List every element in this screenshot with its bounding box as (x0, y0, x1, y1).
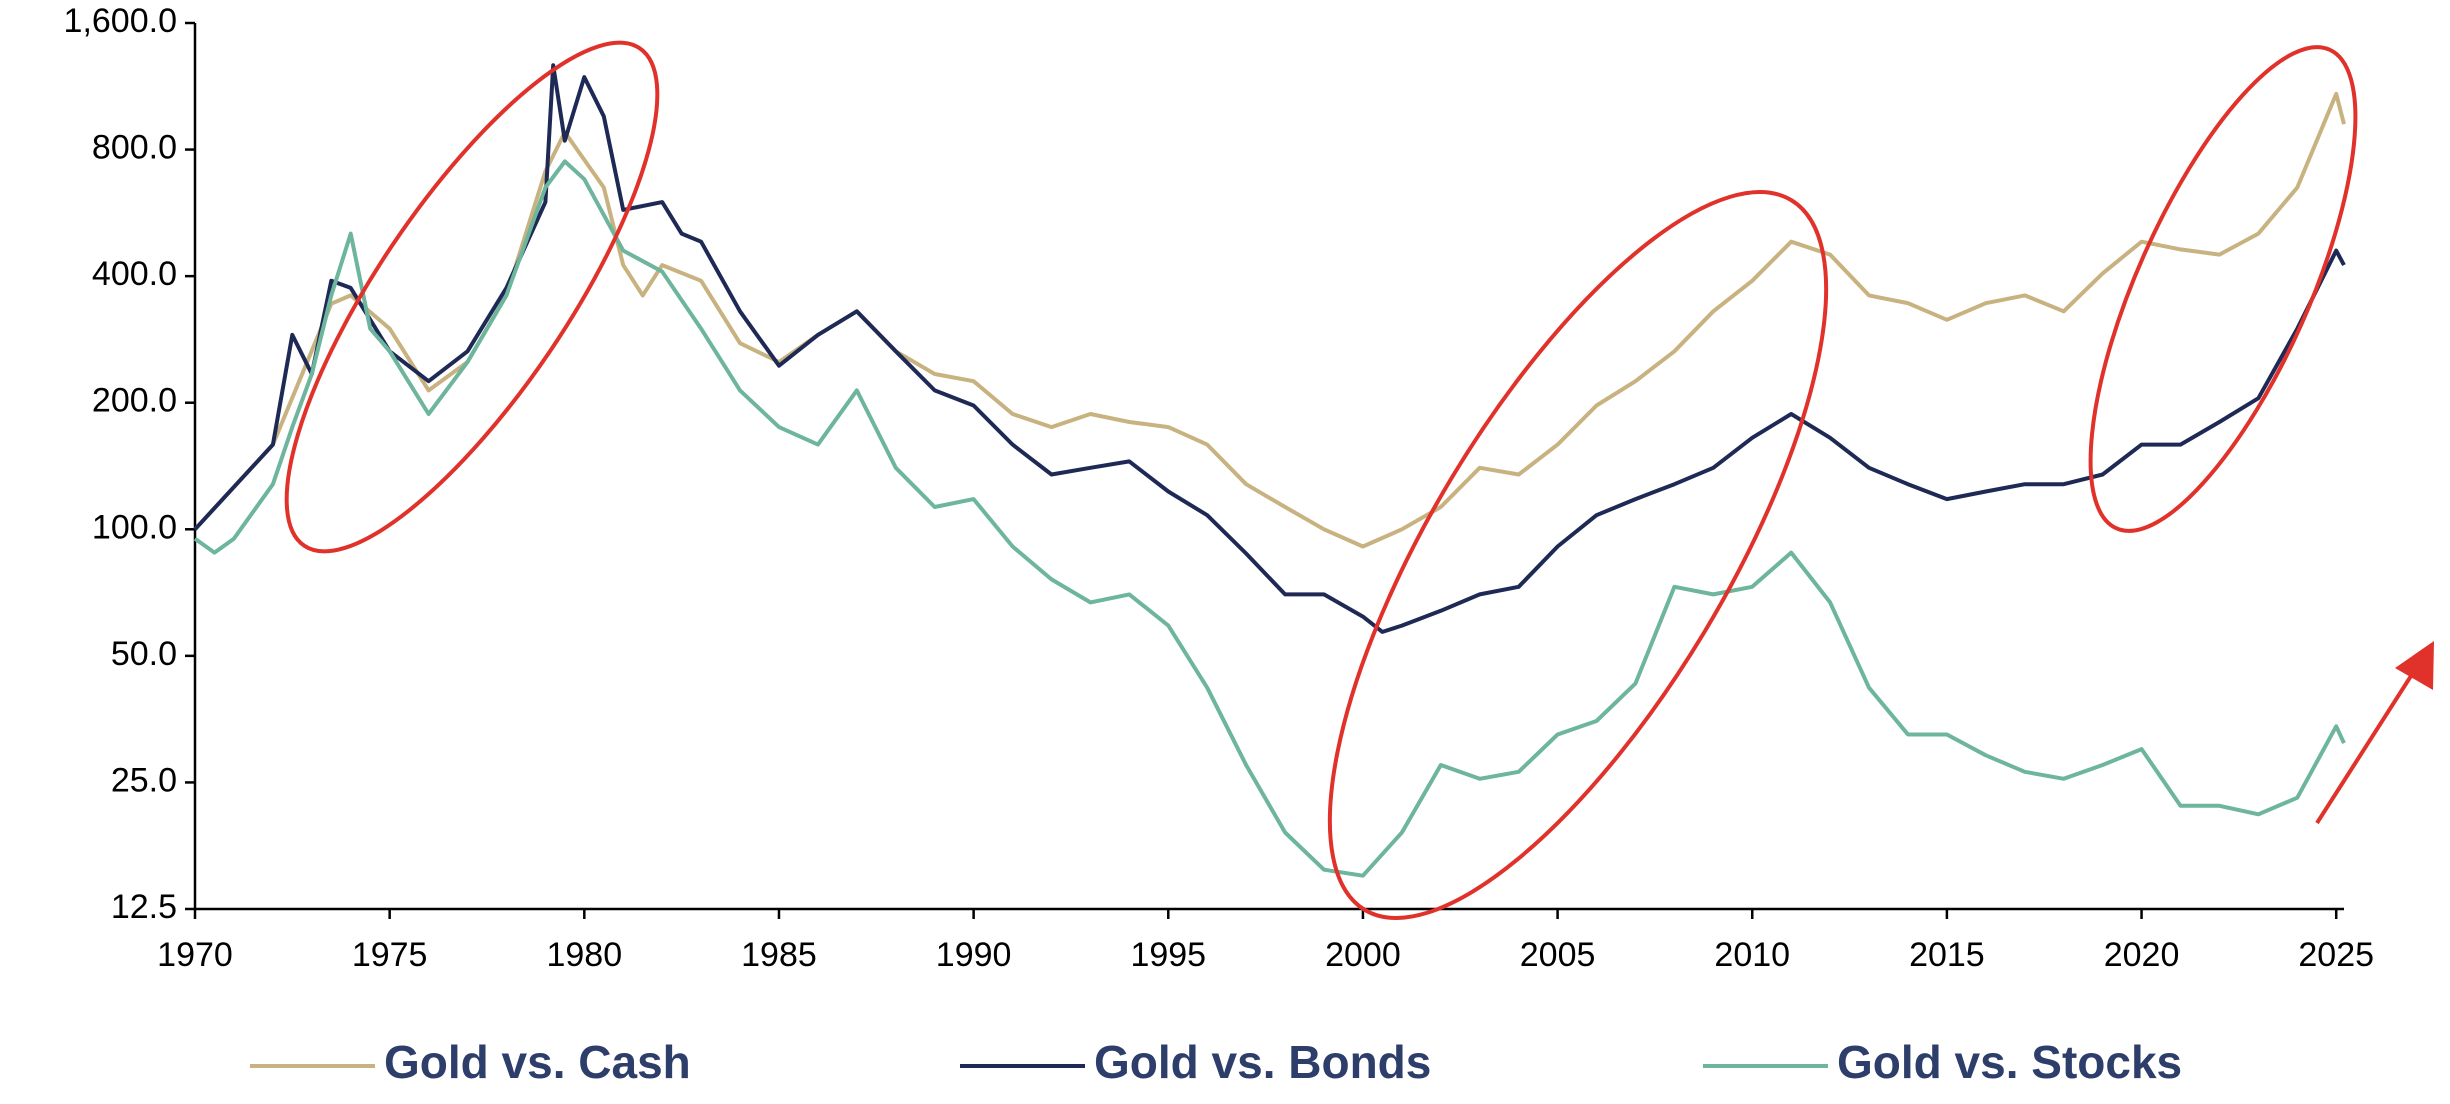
arrow-head (2395, 641, 2434, 690)
y-tick-label: 200.0 (92, 382, 177, 420)
y-tick-label: 1,600.0 (64, 2, 177, 40)
plot-area: 12.5 25.0 50.0 100.0 200.0 400.0 800.0 1,600.0 1… (64, 2, 2374, 1088)
series-line (193, 159, 2346, 878)
legend-label: Gold vs. Stocks (1837, 1036, 2182, 1088)
highlight-ellipse (2088, 45, 2358, 533)
legend-label: Gold vs. Bonds (1094, 1036, 1431, 1088)
x-tick-label: 1970 (157, 936, 233, 974)
x-tick-label: 2000 (1325, 936, 1401, 974)
x-tick-label: 1985 (741, 936, 817, 974)
x-tick-label: 2015 (1909, 936, 1985, 974)
x-tick-label: 1995 (1130, 936, 1206, 974)
x-tick-label: 2020 (2104, 936, 2180, 974)
annotations (284, 40, 2434, 920)
x-tick-label: 2010 (1714, 936, 1790, 974)
y-tick-label: 100.0 (92, 508, 177, 546)
y-tick-label: 50.0 (111, 635, 177, 673)
trend-arrow (2315, 663, 2420, 825)
x-tick-label: 1990 (936, 936, 1012, 974)
x-tick-label: 1975 (352, 936, 428, 974)
y-tick-label: 800.0 (92, 129, 177, 167)
x-tick-label: 2025 (2298, 936, 2374, 974)
highlight-ellipse (284, 40, 660, 554)
highlight-ellipse (1327, 190, 1829, 920)
series-line (193, 63, 2346, 634)
y-tick-label: 400.0 (92, 255, 177, 293)
series-line (193, 91, 2346, 549)
x-tick-label: 2005 (1520, 936, 1596, 974)
legend-label: Gold vs. Cash (384, 1036, 691, 1088)
y-tick-label: 25.0 (111, 761, 177, 799)
y-tick-label: 12.5 (111, 888, 177, 926)
x-tick-label: 1980 (546, 936, 622, 974)
